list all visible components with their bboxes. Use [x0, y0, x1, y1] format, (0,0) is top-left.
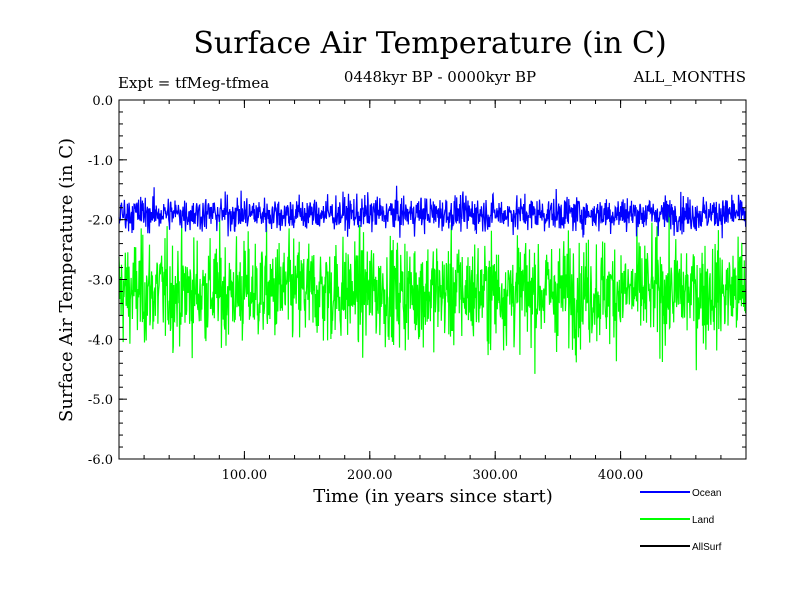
ticks-layer: 0.0 -1.0 -2.0 -3.0 -4.0 -5.0 -6.0 100.00 200.00 3… [88, 94, 746, 483]
legend: Ocean Land AllSurf [640, 488, 722, 553]
experiment-label: Expt = tfMeg-tfmea [118, 74, 270, 92]
y-tick-label: 0.0 [92, 94, 113, 109]
x-axis-label: Time (in years since start) [313, 486, 553, 507]
series-line-land [118, 209, 747, 374]
x-tick-label: 400.00 [598, 468, 644, 483]
x-tick-label: 300.00 [472, 468, 518, 483]
y-tick-label: -3.0 [88, 274, 113, 289]
legend-label-ocean: Ocean [692, 488, 721, 499]
y-tick-label: -4.0 [88, 333, 113, 348]
series-line-ocean [118, 185, 747, 239]
y-tick-label: -1.0 [88, 154, 113, 169]
y-tick-label: -2.0 [88, 214, 113, 229]
legend-label-land: Land [692, 515, 714, 526]
y-tick-label: -6.0 [88, 453, 113, 468]
series-layer [118, 185, 747, 374]
chart-title: Surface Air Temperature (in C) [193, 26, 667, 61]
months-label: ALL_MONTHS [633, 68, 746, 86]
period-label: 0448kyr BP - 0000kyr BP [343, 68, 537, 86]
y-axis-label: Surface Air Temperature (in C) [56, 138, 77, 422]
legend-label-allsurf: AllSurf [692, 542, 722, 553]
x-tick-label: 100.00 [222, 468, 268, 483]
x-tick-label: 200.00 [347, 468, 393, 483]
y-tick-label: -5.0 [88, 393, 113, 408]
